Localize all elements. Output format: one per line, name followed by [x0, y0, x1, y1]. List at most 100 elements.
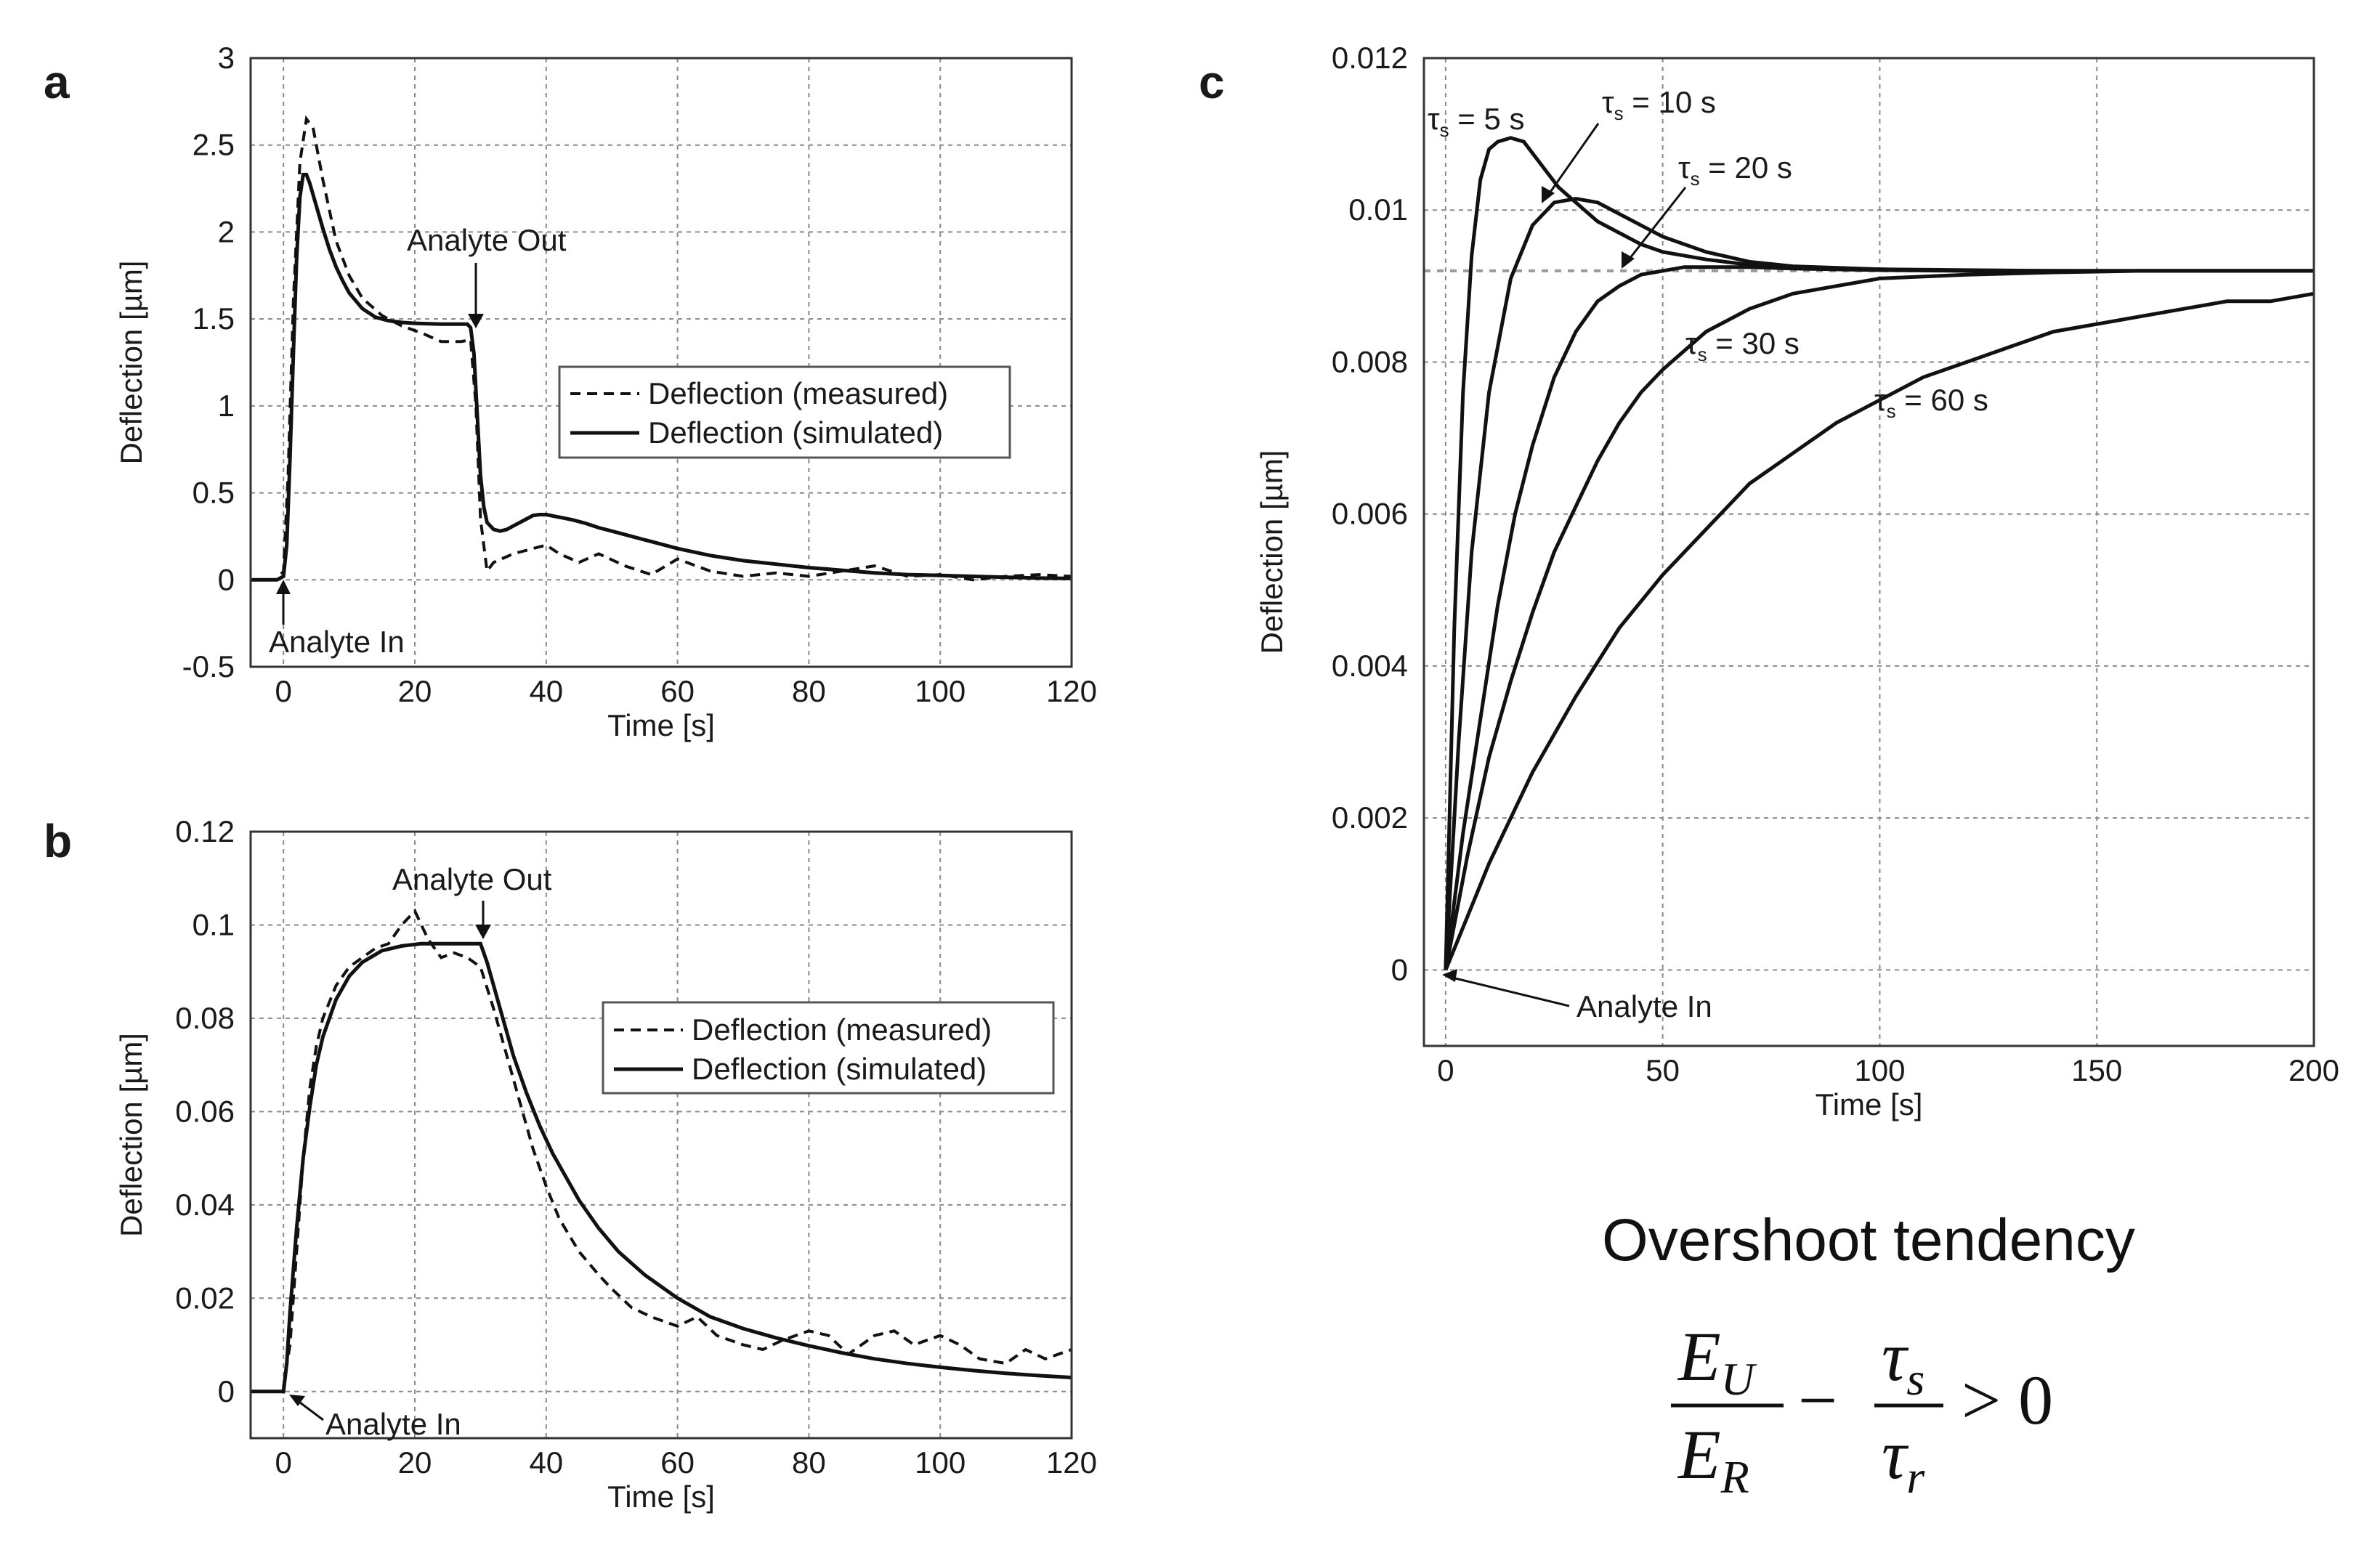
y-tick-label-a-6: 2.5	[193, 128, 235, 162]
y-tick-label-b-3: 0.06	[175, 1094, 235, 1128]
plot-frame-b	[249, 830, 1073, 1440]
formula-den2: τr	[1882, 1416, 1925, 1503]
y-tick-label-b-2: 0.04	[175, 1188, 235, 1222]
curve-label-tau-20-sub: s	[1691, 168, 1700, 190]
series-c-3	[1444, 269, 2314, 970]
series-a-1	[251, 172, 1072, 582]
plot-area-c	[1424, 58, 2314, 1046]
curve-label-tau-60-rest: = 60 s	[1896, 383, 1988, 417]
curve-label-tau-10: τs = 10 s	[1602, 85, 1716, 124]
formula-den2-main: τ	[1882, 1416, 1909, 1493]
y-tick-label-a-0: -0.5	[182, 649, 235, 683]
formula-relation: > 0	[1962, 1361, 2053, 1439]
legend-label-simulated-a: Deflection (simulated)	[648, 415, 943, 450]
formula-num2-sub: s	[1906, 1353, 1924, 1405]
formula-num1-sub: U	[1721, 1353, 1757, 1405]
y-tick-label-b-0: 0	[218, 1374, 235, 1408]
y-tick-label-a-7: 3	[218, 41, 235, 75]
arrow-analyte-in-c	[1449, 975, 1570, 1007]
x-tick-label-a-5: 100	[915, 674, 966, 708]
arrowhead-tau-20	[1622, 251, 1635, 269]
curve-label-tau-5: τs = 5 s	[1428, 102, 1525, 141]
x-tick-label-a-3: 60	[660, 674, 695, 708]
y-tick-label-b-5: 0.1	[193, 907, 235, 941]
curve-label-tau-5-main: τ	[1428, 102, 1440, 136]
overshoot-formula: EU ER − τs τr > 0	[1671, 1318, 2053, 1503]
annotation-analyte-out-b: Analyte Out	[392, 862, 552, 896]
y-tick-label-c-3: 0.006	[1332, 497, 1408, 531]
annotation-analyte-in-a: Analyte In	[269, 625, 405, 659]
formula-num2: τs	[1882, 1318, 1924, 1405]
x-tick-label-b-4: 80	[792, 1445, 826, 1480]
y-tick-label-c-1: 0.002	[1332, 800, 1408, 835]
y-axis-label-a: Deflection [µm]	[114, 261, 148, 465]
panel-c-annotations: τs = 5 s τs = 10 s τs = 20 s τs = 30 s τ…	[1428, 85, 1988, 1023]
x-tick-label-b-2: 40	[529, 1445, 563, 1480]
x-axis-label-a: Time [s]	[607, 708, 715, 742]
x-tick-label-b-0: 0	[275, 1445, 292, 1480]
x-axis-label-b: Time [s]	[607, 1480, 715, 1514]
y-tick-label-c-6: 0.012	[1332, 41, 1408, 75]
x-axis-label-c: Time [s]	[1816, 1087, 1923, 1121]
curve-label-tau-30-main: τ	[1685, 326, 1698, 360]
x-tick-label-b-5: 100	[915, 1445, 966, 1480]
x-tick-label-b-1: 20	[398, 1445, 432, 1480]
arrowhead-analyte-in-a	[276, 580, 291, 594]
annotation-analyte-out-a: Analyte Out	[407, 223, 567, 257]
series-b-0	[251, 908, 1072, 1393]
legend-label-measured-b: Deflection (measured)	[692, 1013, 992, 1047]
curve-label-tau-20-rest: = 20 s	[1700, 150, 1792, 184]
formula-den2-sub: r	[1906, 1451, 1925, 1503]
curve-label-tau-10-sub: s	[1614, 102, 1624, 124]
legend-box-a	[558, 365, 1011, 459]
series-b-1	[251, 941, 1072, 1394]
formula-num1-main: E	[1677, 1318, 1721, 1395]
arrow-tau-20	[1626, 187, 1687, 262]
legend-label-simulated-b: Deflection (simulated)	[692, 1052, 987, 1086]
curve-label-tau-5-rest: = 5 s	[1449, 102, 1525, 136]
x-tick-label-a-0: 0	[275, 674, 292, 708]
x-tick-label-a-4: 80	[792, 674, 826, 708]
arrowhead-analyte-out-a	[468, 314, 484, 328]
y-tick-label-a-4: 1.5	[193, 301, 235, 336]
curve-label-tau-60: τs = 60 s	[1874, 383, 1988, 422]
curve-label-tau-30: τs = 30 s	[1685, 326, 1800, 365]
y-tick-label-c-2: 0.004	[1332, 649, 1408, 683]
x-tick-label-c-3: 150	[2071, 1053, 2122, 1087]
arrowhead-analyte-out-b	[475, 925, 491, 939]
curve-label-tau-30-rest: = 30 s	[1707, 326, 1800, 360]
y-tick-label-c-5: 0.01	[1348, 192, 1408, 227]
x-tick-label-c-4: 200	[2288, 1053, 2339, 1087]
annotation-analyte-in-c: Analyte In	[1576, 989, 1712, 1023]
series-c-4	[1444, 291, 2315, 971]
arrowhead-analyte-in-b	[289, 1395, 305, 1406]
curve-label-tau-20-main: τ	[1678, 150, 1691, 184]
curve-label-tau-10-main: τ	[1602, 85, 1614, 119]
curve-label-tau-20: τs = 20 s	[1678, 150, 1792, 190]
y-tick-label-a-1: 0	[218, 562, 235, 596]
x-tick-label-a-2: 40	[529, 674, 563, 708]
y-tick-label-c-0: 0	[1391, 952, 1408, 986]
formula-den1: ER	[1677, 1416, 1749, 1503]
curve-label-tau-60-sub: s	[1887, 400, 1896, 422]
formula-num2-main: τ	[1882, 1318, 1909, 1395]
y-tick-label-b-1: 0.02	[175, 1281, 235, 1315]
formula-minus: −	[1798, 1361, 1837, 1439]
panel-letter-b: b	[44, 815, 72, 867]
x-tick-label-a-1: 20	[398, 674, 432, 708]
formula-den1-main: E	[1677, 1416, 1721, 1493]
legend-label-measured-a: Deflection (measured)	[648, 376, 948, 410]
plot-frame-a	[249, 57, 1073, 668]
panel-a-annotations: Analyte Out Analyte In	[269, 223, 567, 659]
chart-a: 0 20 40 60 80 100 120 -0.5 0 0.5 1 1.5 2 2.5 3 Time [s]…	[114, 41, 1097, 742]
overshoot-caption: Overshoot tendency EU ER − τs τr > 0	[1602, 1207, 2135, 1503]
chart-b: 0 20 40 60 80 100 120 0 0.02 0.04 0.06 0.08 0.1 0.12 T…	[114, 814, 1097, 1514]
x-tick-label-b-3: 60	[660, 1445, 695, 1480]
x-tick-label-a-6: 120	[1046, 674, 1097, 708]
y-tick-label-a-5: 2	[218, 214, 235, 248]
legend-a: Deflection (measured) Deflection (simula…	[558, 365, 1011, 459]
y-axis-label-c: Deflection [µm]	[1255, 450, 1289, 654]
x-tick-label-c-1: 50	[1646, 1053, 1680, 1087]
x-tick-label-b-6: 120	[1046, 1445, 1097, 1480]
